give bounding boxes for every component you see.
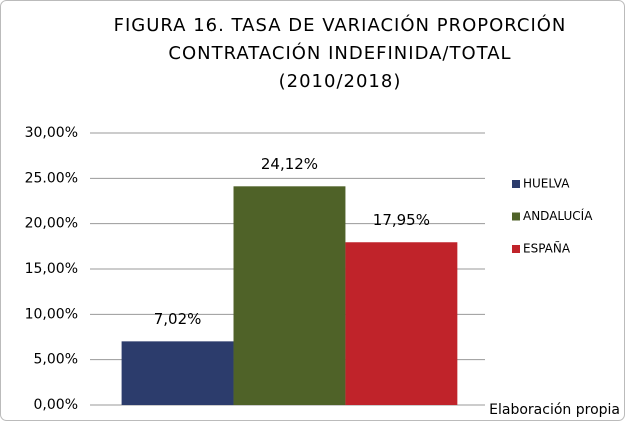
data-label: 7,02% [154,310,202,328]
bar [121,341,234,405]
legend-label: HUELVA [523,177,570,191]
bar [345,242,458,405]
annotation: Elaboración propia [489,402,620,418]
legend-label: ANDALUCÍA [523,208,593,223]
y-tick-label: 0,00% [34,397,78,413]
y-tick-label: 5,00% [34,352,78,368]
chart-title: FIGURA 16. TASA DE VARIACIÓN PROPORCIÓN [114,14,567,36]
legend-label: ESPAÑA [523,241,571,256]
bar [233,186,346,405]
y-tick-label: 25.00% [25,170,78,186]
legend-swatch [512,245,520,253]
y-tick-label: 30,00% [25,125,78,141]
data-label: 24,12% [261,155,318,173]
y-tick-label: 10,00% [25,306,78,322]
data-label: 17,95% [373,211,430,229]
legend-swatch [512,212,520,221]
legend-swatch [512,180,520,188]
chart-title: CONTRATACIÓN INDEFINIDA/TOTAL [168,42,511,64]
y-tick-label: 20,00% [25,216,78,232]
y-tick-label: 15,00% [25,261,78,277]
chart-title: (2010/2018) [279,71,402,92]
